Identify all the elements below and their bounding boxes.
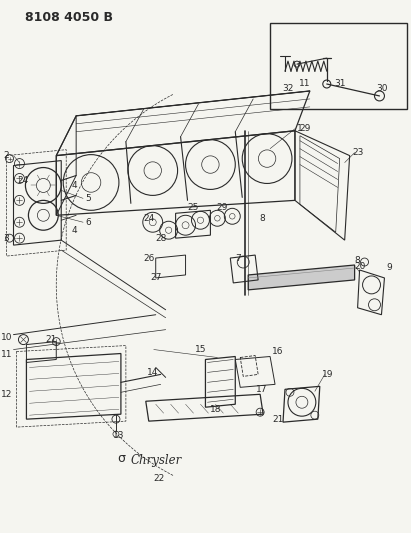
Text: 19: 19 — [322, 370, 333, 379]
Text: 9: 9 — [387, 263, 392, 272]
Text: 29: 29 — [217, 203, 228, 212]
Text: 11: 11 — [1, 350, 12, 359]
Polygon shape — [248, 265, 355, 290]
Text: 8: 8 — [355, 255, 360, 264]
Text: 24: 24 — [18, 176, 29, 185]
Text: 23: 23 — [352, 148, 363, 157]
Text: 21: 21 — [272, 415, 284, 424]
Text: 4: 4 — [72, 225, 77, 235]
Text: 15: 15 — [195, 345, 206, 354]
Text: 17: 17 — [256, 385, 268, 394]
Text: 2: 2 — [4, 151, 9, 160]
Text: 11: 11 — [299, 78, 311, 87]
Text: 24: 24 — [143, 214, 155, 223]
Text: 14: 14 — [147, 368, 158, 377]
Text: 4: 4 — [72, 181, 77, 190]
Text: 10: 10 — [1, 333, 12, 342]
Text: 16: 16 — [272, 347, 284, 356]
Text: 30: 30 — [377, 85, 388, 93]
Text: 3: 3 — [4, 233, 9, 243]
Text: Chrysler: Chrysler — [130, 455, 181, 467]
Text: 8: 8 — [259, 214, 265, 223]
Text: 26: 26 — [143, 254, 155, 263]
Text: 8108 4050 B: 8108 4050 B — [25, 11, 113, 24]
Text: 20: 20 — [354, 262, 365, 271]
Text: 7: 7 — [236, 254, 241, 263]
Text: 6: 6 — [85, 218, 91, 227]
Text: 25: 25 — [188, 203, 199, 212]
Text: σ: σ — [117, 453, 125, 465]
Text: 21: 21 — [46, 335, 57, 344]
Text: 5: 5 — [85, 194, 91, 203]
Text: 28: 28 — [155, 233, 166, 243]
Text: 1: 1 — [297, 124, 303, 133]
Text: 32: 32 — [282, 85, 294, 93]
Text: 29: 29 — [299, 124, 311, 133]
Text: 13: 13 — [113, 431, 125, 440]
Text: 18: 18 — [210, 405, 221, 414]
Text: 22: 22 — [153, 474, 164, 483]
Text: 12: 12 — [1, 390, 12, 399]
Text: 31: 31 — [334, 78, 346, 87]
Text: 27: 27 — [150, 273, 162, 282]
